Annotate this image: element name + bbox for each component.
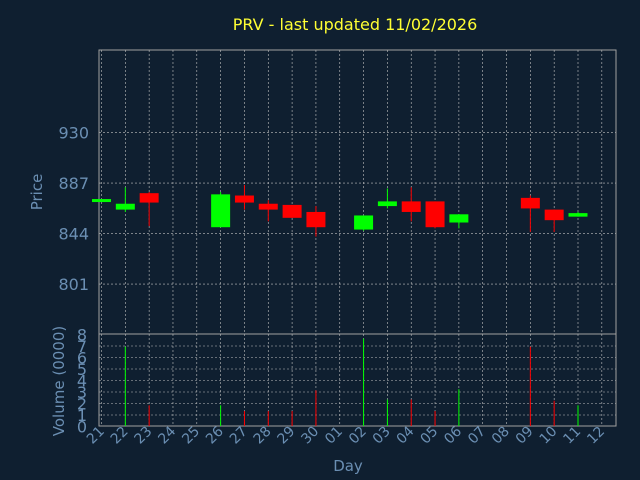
x-tick-label: 03 — [370, 424, 394, 448]
volume-tick-label: 5 — [77, 360, 87, 379]
candle-body — [139, 193, 159, 203]
x-tick-label: 27 — [227, 424, 251, 448]
x-tick-label: 29 — [275, 424, 299, 448]
x-tick-label: 21 — [84, 424, 108, 448]
x-tick-label: 24 — [155, 423, 179, 447]
x-tick-label: 05 — [417, 424, 441, 448]
volume-panel-frame — [98, 333, 617, 427]
x-tick-label: 10 — [537, 424, 561, 448]
x-tick-label: 30 — [298, 424, 322, 448]
volume-tick-label: 2 — [77, 395, 87, 414]
x-tick-label: 06 — [441, 423, 465, 447]
candle-body — [258, 203, 278, 210]
candle-body — [449, 214, 469, 223]
volume-axis-label: Volume (0000) — [50, 326, 68, 436]
volume-tick-label: 7 — [77, 337, 87, 356]
candle-body — [115, 203, 135, 210]
price-tick-label: 844 — [58, 225, 89, 244]
x-tick-label: 09 — [513, 424, 537, 448]
candle-body — [401, 201, 421, 212]
x-tick-label: 28 — [251, 424, 275, 448]
x-tick-label: 07 — [465, 424, 489, 448]
x-tick-labels: 21 22 23 24 25 26 27 28 29 30 01 02 03 04 05 06 07 08 09 10… — [84, 423, 608, 447]
candle-body — [520, 197, 540, 209]
candle-body — [377, 201, 397, 207]
x-tick-label: 11 — [560, 424, 584, 448]
x-axis-label: Day — [333, 457, 363, 475]
volume-tick-label: 4 — [77, 372, 87, 391]
price-tick-label: 801 — [58, 275, 89, 294]
candle-body — [425, 201, 445, 228]
price-panel-frame — [98, 49, 617, 335]
x-tick-label: 08 — [489, 424, 513, 448]
price-axis-label: Price — [28, 174, 46, 211]
volume-tick-label: 8 — [77, 326, 87, 345]
volume-tick-label: 0 — [77, 418, 87, 437]
candle-body — [306, 211, 326, 228]
volume-tick-label: 3 — [77, 383, 87, 402]
volume-bars — [124, 338, 579, 426]
x-tick-label: 25 — [179, 424, 203, 448]
candle-body — [354, 215, 374, 230]
candle-body — [92, 199, 111, 203]
x-tick-label: 04 — [394, 423, 418, 447]
x-tick-label: 26 — [203, 423, 227, 447]
candle-body — [568, 213, 588, 217]
x-tick-label: 12 — [584, 424, 608, 448]
x-tick-label: 01 — [322, 424, 346, 448]
price-tick-label: 930 — [58, 124, 89, 143]
x-tick-label: 23 — [132, 424, 156, 448]
candle-body — [544, 209, 564, 221]
volume-tick-label: 1 — [77, 406, 87, 425]
price-candles — [92, 184, 588, 237]
candle-body — [234, 195, 254, 203]
volume-tick-label: 6 — [77, 349, 87, 368]
chart-title: PRV - last updated 11/02/2026 — [233, 15, 478, 34]
price-tick-label: 887 — [58, 174, 89, 193]
x-tick-label: 22 — [108, 424, 132, 448]
volume-grid — [98, 333, 617, 427]
x-tick-label: 02 — [346, 424, 370, 448]
candle-body — [282, 204, 302, 218]
candle-body — [211, 194, 231, 228]
price-grid — [98, 49, 617, 335]
